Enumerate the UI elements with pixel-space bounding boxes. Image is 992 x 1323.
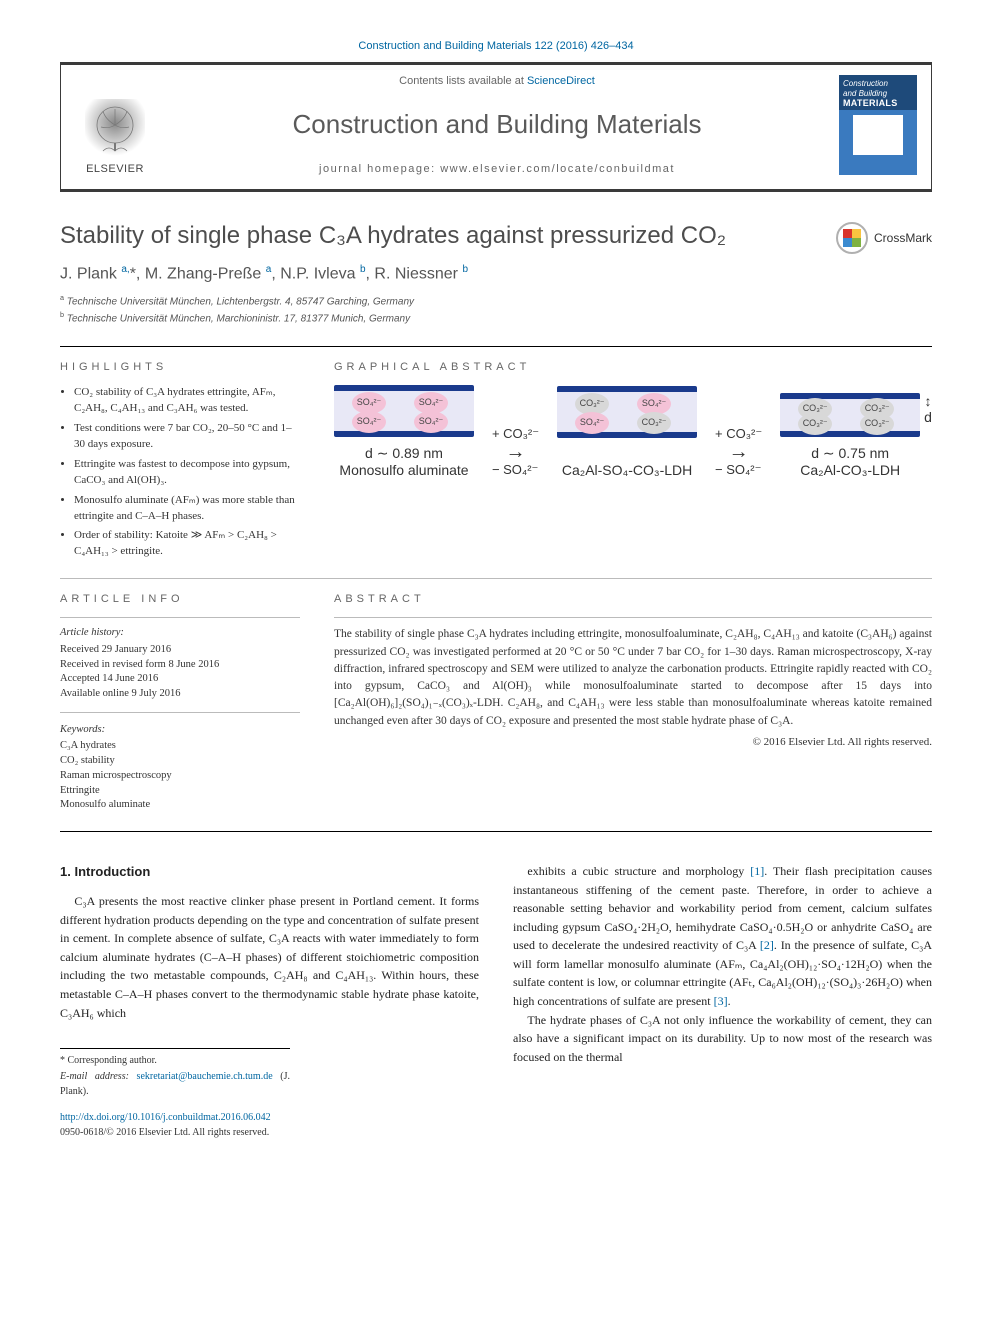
email-label: E-mail address: bbox=[60, 1071, 137, 1082]
intro-para-1: C₃A presents the most reactive clinker p… bbox=[60, 892, 479, 1022]
arrow-bot: − SO₄²⁻ bbox=[715, 462, 761, 477]
co3-ion: CO₃²⁻ bbox=[860, 413, 894, 435]
graphical-abstract-figure: SO₄²⁻ SO₄²⁻ SO₄²⁻ SO₄²⁻ d ∼ 0.89 nm Mono… bbox=[334, 385, 932, 478]
homepage-pre: journal homepage: bbox=[319, 163, 440, 175]
divider bbox=[60, 712, 300, 713]
highlight-item: CO₂ stability of C₃A hydrates ettringite… bbox=[74, 385, 300, 417]
ga-name1: Monosulfo aluminate bbox=[334, 462, 474, 478]
issn-line: 0950-0618/© 2016 Elsevier Ltd. All right… bbox=[60, 1125, 479, 1141]
arrow-top: + CO₃²⁻ bbox=[492, 426, 539, 441]
crossmark-icon bbox=[843, 229, 861, 247]
citation-line: Construction and Building Materials 122 … bbox=[60, 40, 932, 52]
keyword: CO₂ stability bbox=[60, 754, 300, 769]
divider bbox=[60, 346, 932, 347]
co3-ion: CO₃²⁻ bbox=[798, 413, 832, 435]
highlight-item: Test conditions were 7 bar CO₂, 20–50 °C… bbox=[74, 421, 300, 453]
arrow-top: + CO₃²⁻ bbox=[715, 426, 762, 441]
ref-3[interactable]: [3] bbox=[714, 994, 728, 1008]
journal-title: Construction and Building Materials bbox=[169, 109, 825, 140]
affiliation-a: a Technische Universität München, Lichte… bbox=[60, 293, 932, 309]
intro-para-3: The hydrate phases of C₃A not only influ… bbox=[513, 1011, 932, 1067]
keyword: Ettringite bbox=[60, 784, 300, 799]
article-history: Article history: Received 29 January 201… bbox=[60, 626, 300, 813]
highlights-heading: HIGHLIGHTS bbox=[60, 361, 300, 373]
highlight-item: Order of stability: Katoite ≫ AFₘ > C₂AH… bbox=[74, 528, 300, 560]
so4-ion: SO₄²⁻ bbox=[575, 412, 609, 434]
ga-stage-2: CO₃²⁻ SO₄²⁻ SO₄²⁻ CO₃²⁻ . Ca₂Al-SO₄-CO₃-… bbox=[557, 386, 697, 478]
sciencedirect-link[interactable]: ScienceDirect bbox=[527, 75, 595, 87]
history-title: Article history: bbox=[60, 626, 300, 641]
elsevier-logo: ELSEVIER bbox=[75, 75, 155, 175]
cover-l3: MATERIALS bbox=[843, 98, 913, 109]
divider bbox=[60, 617, 300, 618]
crossmark-badge[interactable]: CrossMark bbox=[836, 222, 932, 254]
intro-heading: 1. Introduction bbox=[60, 862, 479, 882]
journal-homepage: journal homepage: www.elsevier.com/locat… bbox=[169, 163, 825, 175]
journal-cover-thumb: Construction and Building MATERIALS bbox=[839, 75, 917, 175]
contents-lists-line: Contents lists available at ScienceDirec… bbox=[169, 75, 825, 87]
keyword: C₃A hydrates bbox=[60, 739, 300, 754]
divider bbox=[60, 578, 932, 579]
d-label: d bbox=[924, 409, 932, 425]
d-indicator: ↕d bbox=[924, 393, 932, 425]
highlight-item: Ettringite was fastest to decompose into… bbox=[74, 457, 300, 489]
journal-header: ELSEVIER Contents lists available at Sci… bbox=[60, 62, 932, 192]
article-info-heading: ARTICLE INFO bbox=[60, 593, 300, 605]
ga-arrow-2: + CO₃²⁻ → − SO₄²⁻ bbox=[715, 426, 762, 478]
ga-name3: Ca₂Al-CO₃-LDH bbox=[780, 462, 920, 478]
highlight-item: Monosulfo aluminate (AFₘ) was more stabl… bbox=[74, 493, 300, 525]
corresponding-author: * Corresponding author. E-mail address: … bbox=[60, 1048, 290, 1100]
ga-d1: d ∼ 0.89 nm bbox=[334, 445, 474, 462]
ga-d3: d ∼ 0.75 nm bbox=[780, 445, 920, 462]
elsevier-tree-icon bbox=[85, 99, 145, 159]
so4-ion: SO₄²⁻ bbox=[352, 411, 386, 433]
history-line: Received in revised form 8 June 2016 bbox=[60, 658, 300, 673]
history-line: Available online 9 July 2016 bbox=[60, 687, 300, 702]
ref-2[interactable]: [2] bbox=[760, 938, 774, 952]
highlights-list: CO₂ stability of C₃A hydrates ettringite… bbox=[60, 385, 300, 560]
abstract-heading: ABSTRACT bbox=[334, 593, 932, 605]
publisher-name: ELSEVIER bbox=[86, 163, 144, 175]
ga-stage-1: SO₄²⁻ SO₄²⁻ SO₄²⁻ SO₄²⁻ d ∼ 0.89 nm Mono… bbox=[334, 385, 474, 478]
article-title: Stability of single phase C₃A hydrates a… bbox=[60, 222, 836, 250]
abstract-text: The stability of single phase C₃A hydrat… bbox=[334, 626, 932, 730]
ga-stage-3: CO₃²⁻ CO₃²⁻ CO₃²⁻ CO₃²⁻ d ∼ 0.75 nm Ca₂A… bbox=[780, 393, 920, 478]
co3-ion: CO₃²⁻ bbox=[637, 412, 671, 434]
ga-name2: Ca₂Al-SO₄-CO₃-LDH bbox=[557, 462, 697, 478]
corresp-label: * Corresponding author. bbox=[60, 1055, 157, 1066]
intro-para-2: exhibits a cubic structure and morpholog… bbox=[513, 862, 932, 1011]
divider bbox=[334, 617, 932, 618]
crossmark-label: CrossMark bbox=[874, 231, 932, 245]
divider bbox=[60, 831, 932, 832]
so4-ion: SO₄²⁻ bbox=[414, 411, 448, 433]
cover-l2: and Building bbox=[843, 89, 913, 99]
authors-line: J. Plank a,*, M. Zhang-Preße a, N.P. Ivl… bbox=[60, 264, 932, 283]
doi-link[interactable]: http://dx.doi.org/10.1016/j.conbuildmat.… bbox=[60, 1112, 271, 1123]
keyword: Raman microspectroscopy bbox=[60, 769, 300, 784]
homepage-url[interactable]: www.elsevier.com/locate/conbuildmat bbox=[440, 163, 675, 175]
history-line: Received 29 January 2016 bbox=[60, 643, 300, 658]
ga-arrow-1: + CO₃²⁻ → − SO₄²⁻ bbox=[492, 426, 539, 478]
body-text: 1. Introduction C₃A presents the most re… bbox=[60, 862, 932, 1141]
copyright-line: © 2016 Elsevier Ltd. All rights reserved… bbox=[334, 736, 932, 748]
contents-pre: Contents lists available at bbox=[399, 75, 527, 87]
cover-l1: Construction bbox=[843, 79, 913, 89]
graphical-abstract-heading: GRAPHICAL ABSTRACT bbox=[334, 361, 932, 373]
history-line: Accepted 14 June 2016 bbox=[60, 672, 300, 687]
ref-1[interactable]: [1] bbox=[750, 864, 764, 878]
affiliation-b: b Technische Universität München, Marchi… bbox=[60, 310, 932, 326]
arrow-bot: − SO₄²⁻ bbox=[492, 462, 538, 477]
keywords-title: Keywords: bbox=[60, 723, 300, 738]
author-email[interactable]: sekretariat@bauchemie.ch.tum.de bbox=[137, 1071, 273, 1082]
keyword: Monosulfo aluminate bbox=[60, 798, 300, 813]
